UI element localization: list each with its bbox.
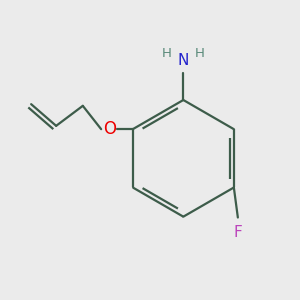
Text: H: H — [162, 47, 172, 60]
Text: O: O — [103, 120, 116, 138]
Text: F: F — [233, 225, 242, 240]
Text: H: H — [195, 47, 205, 60]
Text: N: N — [178, 53, 189, 68]
